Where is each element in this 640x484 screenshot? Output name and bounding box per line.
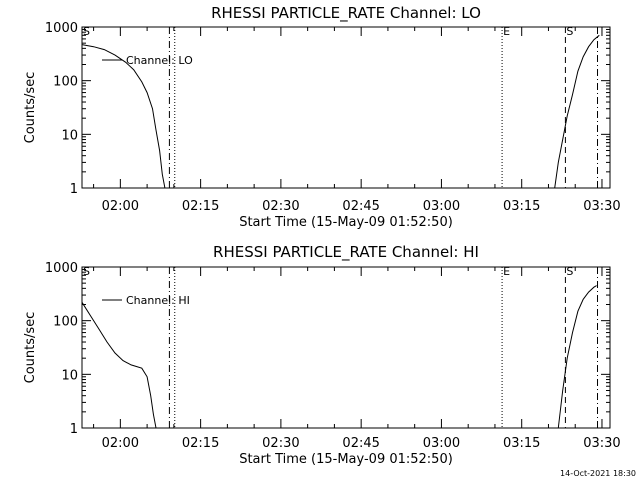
x-tick-label: 02:00 <box>102 199 139 214</box>
x-axis-label: Start Time (15-May-09 01:52:50) <box>239 452 453 467</box>
y-tick-label: 100 <box>53 315 78 330</box>
x-tick-label: 02:45 <box>342 199 379 214</box>
x-tick-label: 03:15 <box>503 436 540 451</box>
y-tick-label: 1000 <box>45 21 78 36</box>
marker-label: S <box>83 25 90 38</box>
y-tick-label: 1 <box>70 422 78 437</box>
y-tick-label: 100 <box>53 75 78 90</box>
x-tick-label: 03:15 <box>503 199 540 214</box>
y-tick-label: 1 <box>70 182 78 197</box>
marker-label: E <box>503 265 510 278</box>
x-tick-label: 03:30 <box>583 436 620 451</box>
x-axis-label: Start Time (15-May-09 01:52:50) <box>239 215 453 230</box>
plot-frame <box>81 266 611 429</box>
chart-title: RHESSI PARTICLE_RATE Channel: LO <box>211 4 481 23</box>
x-tick-label: 03:00 <box>423 199 460 214</box>
y-axis-label: Counts/sec <box>23 312 38 384</box>
chart-panel-1: RHESSI PARTICLE_RATE Channel: HI Counts/s… <box>23 243 621 467</box>
x-tick-label: 02:15 <box>182 199 219 214</box>
x-tick-label: 02:15 <box>182 436 219 451</box>
marker-label: S <box>566 265 573 278</box>
x-tick-label: 02:30 <box>262 199 299 214</box>
marker-label: E <box>503 25 510 38</box>
x-tick-label: 03:30 <box>583 199 620 214</box>
series-line-segment <box>81 44 166 189</box>
chart-panel-0: RHESSI PARTICLE_RATE Channel: LO Counts/s… <box>23 4 621 230</box>
y-tick-label: 10 <box>61 368 78 383</box>
date-stamp: 14-Oct-2021 18:30 <box>560 469 636 478</box>
series-line-segment <box>557 285 597 429</box>
series-line-segment <box>81 302 157 429</box>
x-tick-label: 02:00 <box>102 436 139 451</box>
y-axis-label: Counts/sec <box>23 72 38 144</box>
x-tick-label: 02:30 <box>262 436 299 451</box>
x-tick-label: 02:45 <box>342 436 379 451</box>
chart-title: RHESSI PARTICLE_RATE Channel: HI <box>213 243 479 262</box>
y-tick-label: 1000 <box>45 261 78 276</box>
y-tick-label: 10 <box>61 128 78 143</box>
series-line-segment <box>554 34 600 189</box>
legend-entry: Channel: LO <box>126 54 193 67</box>
marker-label: S <box>566 25 573 38</box>
legend-entry: Channel: HI <box>126 294 190 307</box>
marker-label: S <box>83 265 90 278</box>
x-tick-label: 03:00 <box>423 436 460 451</box>
